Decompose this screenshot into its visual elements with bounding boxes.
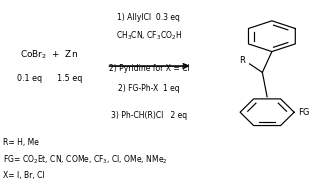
Text: R: R (239, 56, 245, 65)
Text: 2) FG-Ph-X  1 eq: 2) FG-Ph-X 1 eq (118, 84, 180, 93)
Text: X= I, Br, Cl: X= I, Br, Cl (3, 171, 44, 180)
Text: 3) Ph-CH(R)Cl   2 eq: 3) Ph-CH(R)Cl 2 eq (111, 111, 187, 120)
Text: CoBr$_2$  +  Zn: CoBr$_2$ + Zn (20, 49, 78, 62)
Text: 1) AllylCl  0.3 eq: 1) AllylCl 0.3 eq (117, 13, 180, 22)
Text: 2) Pyridine for X = Cl: 2) Pyridine for X = Cl (108, 64, 189, 73)
Text: FG= CO$_2$Et, CN, COMe, CF$_3$, Cl, OMe, NMe$_2$: FG= CO$_2$Et, CN, COMe, CF$_3$, Cl, OMe,… (3, 153, 167, 166)
Text: FG: FG (298, 108, 309, 117)
Text: 0.1 eq      1.5 eq: 0.1 eq 1.5 eq (17, 74, 82, 83)
Text: CH$_3$CN, CF$_3$CO$_2$H: CH$_3$CN, CF$_3$CO$_2$H (116, 30, 182, 43)
Text: R= H, Me: R= H, Me (3, 138, 38, 147)
